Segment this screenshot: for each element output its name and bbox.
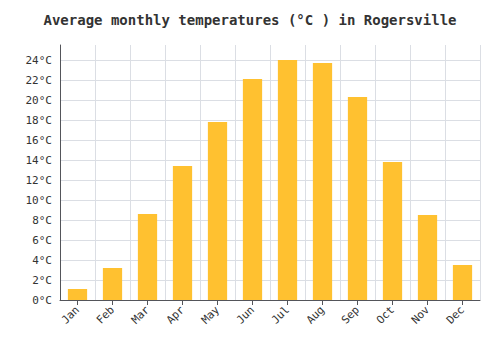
svg-text:24°C: 24°C <box>26 54 53 67</box>
svg-text:0°C: 0°C <box>32 294 52 307</box>
svg-text:18°C: 18°C <box>26 114 53 127</box>
svg-text:Oct: Oct <box>374 303 397 326</box>
svg-text:Average monthly temperatures (: Average monthly temperatures (°C ) in Ro… <box>43 12 456 28</box>
svg-text:Sep: Sep <box>339 303 362 326</box>
svg-text:8°C: 8°C <box>32 214 52 227</box>
svg-text:Mar: Mar <box>129 303 152 326</box>
svg-text:Feb: Feb <box>94 303 117 326</box>
svg-text:6°C: 6°C <box>32 234 52 247</box>
svg-text:2°C: 2°C <box>32 274 52 287</box>
svg-text:16°C: 16°C <box>26 134 53 147</box>
svg-text:Aug: Aug <box>304 303 327 326</box>
svg-text:Jun: Jun <box>234 303 257 326</box>
svg-text:14°C: 14°C <box>26 154 53 167</box>
svg-text:4°C: 4°C <box>32 254 52 267</box>
svg-text:Jul: Jul <box>269 303 292 326</box>
svg-text:May: May <box>199 303 222 326</box>
svg-text:12°C: 12°C <box>26 174 53 187</box>
svg-text:Apr: Apr <box>164 303 187 326</box>
svg-text:10°C: 10°C <box>26 194 53 207</box>
svg-text:Jan: Jan <box>59 303 82 326</box>
svg-text:22°C: 22°C <box>26 74 53 87</box>
svg-text:Dec: Dec <box>444 303 467 326</box>
svg-text:20°C: 20°C <box>26 94 53 107</box>
svg-text:Nov: Nov <box>409 303 432 326</box>
